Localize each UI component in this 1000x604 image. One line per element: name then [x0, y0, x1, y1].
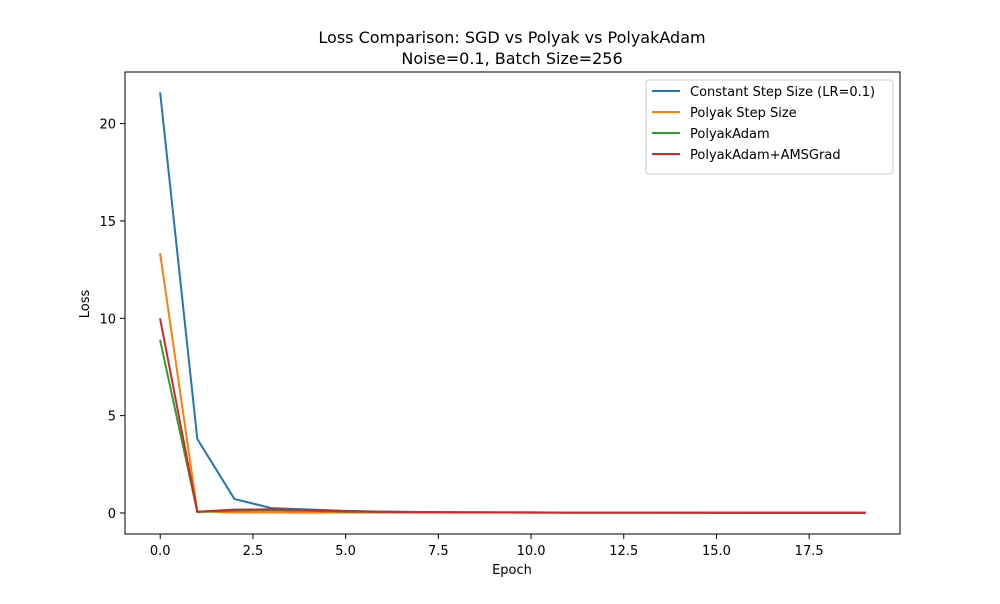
legend: Constant Step Size (LR=0.1) Polyak Step S…	[645, 79, 894, 175]
y-tick-label: 15	[99, 215, 116, 230]
x-tick-label: 17.5	[795, 544, 824, 559]
legend-label: Constant Step Size (LR=0.1)	[690, 85, 875, 100]
series-line-2	[159, 252, 866, 514]
legend-label: PolyakAdam	[690, 127, 770, 142]
x-tick-label: 0.0	[150, 544, 171, 559]
x-axis-label: Epoch	[492, 563, 532, 578]
y-tick-label: 5	[108, 410, 116, 425]
plot-frame	[124, 71, 901, 535]
chart-subtitle: Noise=0.1, Batch Size=256	[401, 49, 622, 68]
y-tick-label: 10	[99, 312, 116, 327]
legend-label: Polyak Step Size	[690, 106, 797, 121]
x-tick-label: 15.0	[702, 544, 731, 559]
series-line-3	[159, 339, 866, 514]
y-tick-label: 0	[108, 507, 116, 522]
x-tick-label: 12.5	[609, 544, 638, 559]
x-tick-label: 10.0	[517, 544, 546, 559]
chart-title: Loss Comparison: SGD vs Polyak vs Polyak…	[318, 28, 705, 47]
x-tick-label: 5.0	[335, 544, 356, 559]
x-tick-label: 2.5	[243, 544, 264, 559]
legend-box	[645, 79, 894, 175]
plot-area: 0.0 2.5 5.0 7.5 10.0 12.5 15.0 17.5 0 5 10 15 20	[99, 71, 901, 559]
y-axis-label: Loss	[78, 290, 93, 319]
x-tick-label: 7.5	[428, 544, 449, 559]
legend-label: PolyakAdam+AMSGrad	[690, 148, 841, 163]
series-line-4	[159, 318, 866, 514]
y-tick-label: 20	[99, 118, 116, 133]
